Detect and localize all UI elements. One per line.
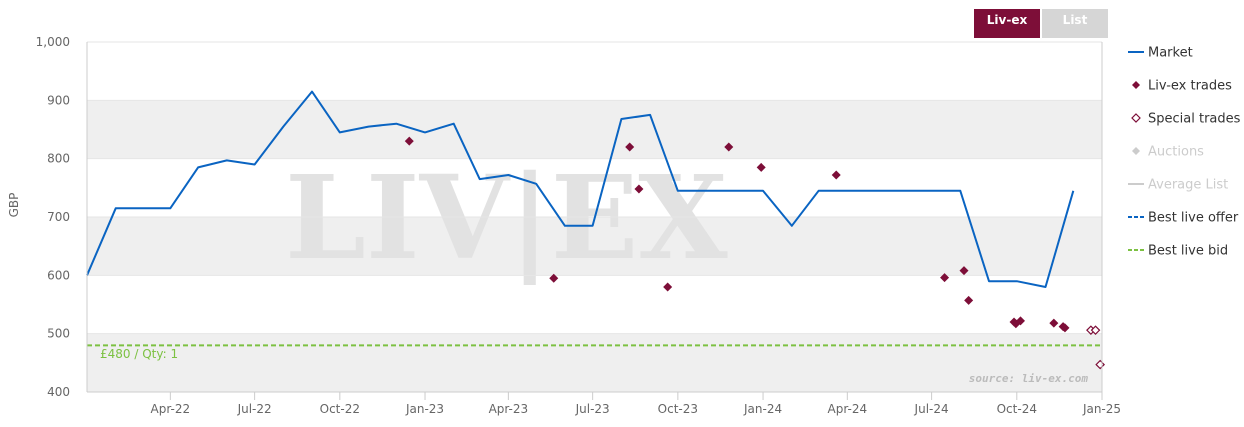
list-toggle-label: List (1062, 13, 1088, 27)
livex-trades-series (404, 136, 1070, 333)
y-axis-title: GBP (7, 193, 21, 218)
watermark: LIV|EX (285, 151, 728, 286)
livex-trade-point (625, 142, 635, 152)
legend: Market Liv-ex trades Special trades Auction… (1128, 46, 1241, 259)
legend-item[interactable]: Best live bid (1128, 244, 1228, 259)
livex-trade-point (663, 282, 673, 292)
legend-item[interactable]: Market (1128, 46, 1193, 61)
livex-toggle-button[interactable]: Liv-ex (974, 9, 1040, 38)
livex-trade-point (756, 162, 766, 172)
x-tick-label: Jul-22 (237, 402, 272, 416)
livex-trade-point (1049, 318, 1059, 328)
legend-item[interactable]: Best live offer (1128, 211, 1239, 226)
market-line (86, 90, 1075, 288)
legend-label: Special trades (1148, 112, 1241, 127)
x-tick-label: Jan-23 (405, 402, 444, 416)
legend-label: Liv-ex trades (1148, 79, 1232, 94)
y-tick-label: 1,000 (36, 35, 70, 49)
legend-symbol (1132, 147, 1140, 155)
livex-trade-point (634, 184, 644, 194)
watermark-text: LIV|EX (285, 151, 728, 286)
legend-item[interactable]: Special trades (1131, 112, 1241, 127)
livex-trade-point (959, 266, 969, 276)
livex-trade-point (1016, 316, 1026, 326)
legend-label: Best live offer (1148, 211, 1239, 226)
livex-trade-point (549, 273, 559, 283)
livex-trade-point (831, 170, 841, 180)
x-tick-label: Oct-24 (997, 402, 1037, 416)
plot-bands (87, 100, 1102, 392)
y-tick-label: 500 (47, 327, 70, 341)
special-trades-series (1086, 325, 1105, 370)
legend-item[interactable]: Liv-ex trades (1132, 79, 1232, 94)
x-tick-label: Apr-22 (151, 402, 191, 416)
legend-symbol (1132, 81, 1140, 89)
y-tick-label: 800 (47, 152, 70, 166)
x-tick-label: Jul-23 (575, 402, 610, 416)
x-tick-label: Oct-23 (658, 402, 698, 416)
x-tick-label: Jan-25 (1082, 402, 1121, 416)
axes: 400 500 600 700 800 900 1,000 Apr-22 Jul-22 Oct-2… (36, 35, 1121, 416)
plot-band (87, 333, 1102, 392)
y-tick-label: 400 (47, 385, 70, 399)
x-tick-label: Oct-22 (320, 402, 360, 416)
livex-toggle-label: Liv-ex (986, 13, 1028, 27)
y-tick-label: 600 (47, 268, 70, 282)
legend-item[interactable]: Average List (1128, 178, 1228, 193)
x-tick-label: Apr-23 (489, 402, 529, 416)
best-bid-label: £480 / Qty: 1 (100, 347, 178, 361)
special-trade-point (1095, 359, 1105, 370)
livex-trade-point (404, 136, 414, 146)
legend-symbol (1131, 113, 1141, 123)
livex-trade-point (1060, 323, 1070, 333)
plot-band (87, 100, 1102, 159)
market-series (86, 90, 1075, 288)
livex-trade-point (724, 142, 734, 152)
x-tick-label: Jul-24 (914, 402, 949, 416)
y-tick-label: 700 (47, 210, 70, 224)
plot-band (87, 217, 1102, 276)
list-toggle-button[interactable]: List (1042, 9, 1108, 38)
special-trade-point (1090, 325, 1101, 336)
x-tick-label: Jan-24 (743, 402, 782, 416)
livex-trade-point (940, 273, 950, 283)
legend-label: Market (1148, 46, 1193, 61)
source-credit: source: liv-ex.com (969, 372, 1089, 385)
legend-item[interactable]: Auctions (1132, 145, 1204, 160)
legend-label: Auctions (1148, 145, 1204, 160)
livex-trade-point (964, 295, 974, 305)
x-tick-label: Apr-24 (828, 402, 868, 416)
y-tick-label: 900 (47, 93, 70, 107)
legend-label: Average List (1148, 178, 1228, 193)
legend-label: Best live bid (1148, 244, 1228, 259)
